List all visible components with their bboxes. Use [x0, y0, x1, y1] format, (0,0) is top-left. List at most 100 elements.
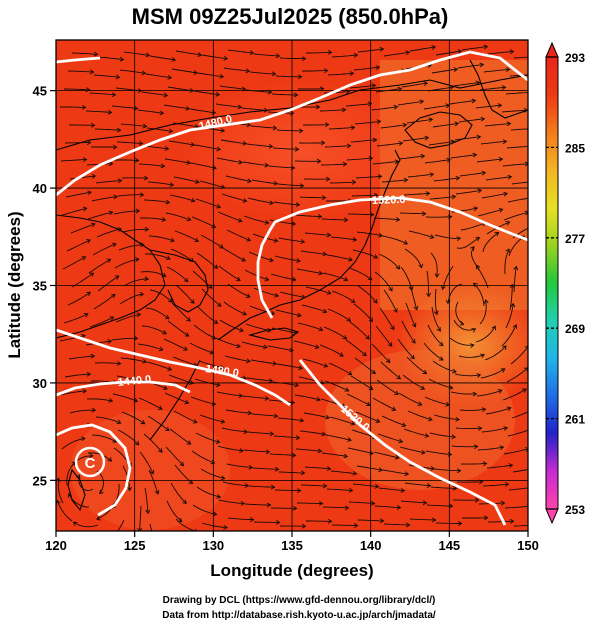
streamline-arrowhead [500, 500, 506, 506]
streamline-arrowhead [345, 89, 351, 95]
cooler-region-pacific [395, 285, 528, 405]
streamline-arrowhead [238, 393, 244, 399]
streamline-arrowhead [127, 486, 133, 492]
streamline-arrowhead [194, 528, 198, 531]
streamline-arrowhead [405, 50, 411, 56]
streamline-arrowhead [295, 202, 301, 208]
streamline [325, 434, 352, 441]
streamline-arrowhead [319, 86, 325, 92]
streamline-arrowhead [99, 489, 104, 495]
streamline [276, 129, 303, 132]
streamline [479, 86, 506, 91]
streamline [382, 235, 408, 245]
streamline [147, 181, 174, 186]
streamline-arrowhead [344, 387, 350, 392]
colorbar-tick-label: 285 [565, 141, 585, 155]
streamline [427, 86, 454, 92]
streamline [442, 265, 454, 290]
streamline [480, 140, 507, 145]
streamline-arrowhead [421, 449, 426, 455]
streamline-arrowhead [473, 206, 479, 212]
streamline [92, 243, 117, 256]
streamline [451, 445, 478, 448]
streamline-arrowhead [264, 395, 270, 401]
streamline [62, 256, 86, 270]
streamline [68, 493, 90, 508]
streamline-arrowhead [418, 263, 424, 269]
streamline-arrowhead [424, 433, 430, 438]
streamline-arrowhead [504, 481, 510, 487]
streamline-arrowhead [269, 200, 274, 206]
streamline [409, 46, 436, 52]
streamline [63, 313, 89, 324]
streamline-arrowhead [369, 212, 375, 217]
streamline-arrowhead [401, 422, 407, 428]
streamline [350, 139, 377, 143]
streamline [194, 144, 221, 150]
streamline [174, 230, 199, 242]
streamline-arrowhead [133, 397, 139, 403]
streamline [117, 519, 125, 531]
streamline [149, 289, 173, 303]
streamline [406, 118, 433, 124]
streamline-arrowhead [246, 122, 252, 128]
streamline-arrowhead [400, 488, 406, 493]
streamline-arrowhead [90, 122, 96, 128]
typhoon-low-marker: C [74, 446, 106, 478]
streamline-arrowhead [82, 206, 88, 212]
streamline-arrowhead [512, 323, 518, 329]
streamline-arrowhead [301, 523, 307, 529]
streamline-arrowhead [457, 49, 463, 54]
streamline [246, 143, 273, 148]
streamline [450, 154, 477, 159]
x-tick-label: 135 [281, 538, 303, 553]
streamline-arrowhead [158, 346, 164, 352]
streamline-arrowhead [343, 453, 349, 459]
streamline [455, 189, 482, 195]
streamline-arrowhead [145, 509, 151, 515]
streamline-arrowhead [445, 103, 451, 109]
streamline [112, 393, 138, 402]
streamline [476, 389, 502, 397]
streamline-arrowhead [91, 407, 97, 413]
map-title: MSM 09Z25Jul2025 (850.0hPa) [132, 4, 449, 29]
streamline [373, 217, 400, 221]
streamline [64, 373, 91, 378]
streamline [274, 255, 301, 262]
colorbar-top-arrow [545, 41, 559, 58]
contour-line-1520-southeast [298, 359, 507, 526]
streamline [295, 214, 322, 218]
streamline [215, 103, 242, 108]
streamline [200, 234, 224, 249]
streamline-arrowhead [322, 251, 328, 257]
streamline [195, 198, 221, 208]
streamline-arrowhead [162, 329, 167, 335]
streamline-arrowhead [433, 310, 439, 316]
streamline-arrowhead [184, 332, 190, 337]
streamline-arrowhead [314, 344, 320, 349]
contour-label-1440: 1440.0 [117, 374, 152, 389]
streamline-arrowhead [456, 468, 462, 474]
streamline-arrowhead [245, 68, 251, 74]
streamline-arrowhead [215, 91, 221, 97]
streamline-arrowhead [116, 360, 122, 366]
y-axis-label: Latitude (degrees) [5, 211, 24, 358]
streamline [94, 128, 121, 131]
streamline-arrowhead [142, 123, 148, 129]
streamline [434, 234, 461, 239]
streamline [457, 64, 484, 69]
streamline [115, 314, 141, 323]
streamline [330, 236, 357, 241]
streamline-arrowhead [352, 470, 358, 476]
streamline [321, 218, 348, 221]
streamline-arrowhead [371, 83, 377, 89]
streamline [294, 394, 321, 401]
streamline [402, 374, 425, 390]
streamline-arrowhead [369, 450, 374, 456]
streamline-arrowhead [346, 317, 352, 322]
colorbar-tick-label: 293 [565, 51, 585, 65]
streamline-arrowhead [534, 180, 538, 184]
streamline-arrowhead [505, 67, 511, 73]
streamline [447, 283, 463, 304]
streamline [481, 427, 508, 433]
